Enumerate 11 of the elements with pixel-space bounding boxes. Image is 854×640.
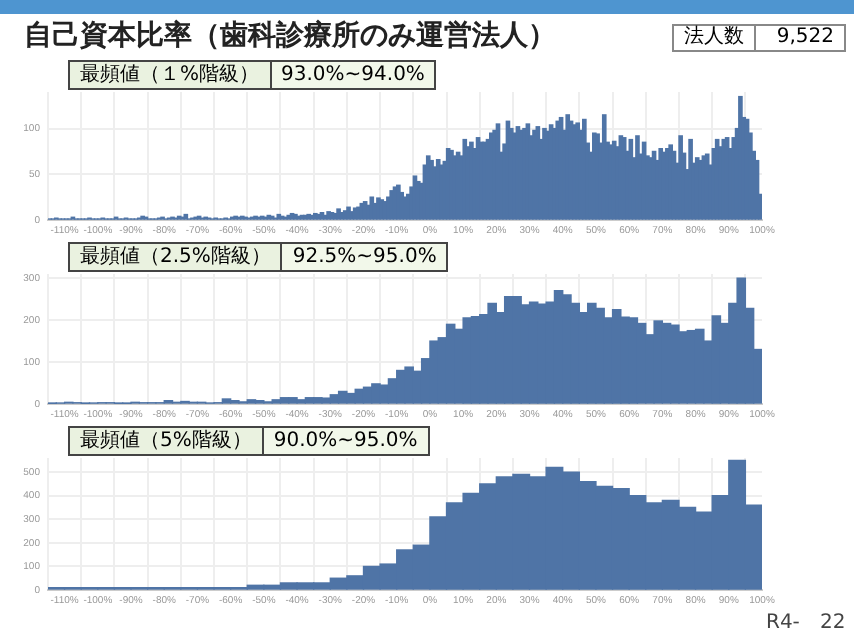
text: R4-: [766, 612, 800, 634]
text: 90.0%~95.0%: [261, 428, 428, 454]
text: 9,522: [754, 26, 844, 50]
text: 92.5%~95.0%: [280, 244, 447, 270]
text: 最頻値（2.5%階級）: [78, 244, 273, 270]
text: 最頻値（5%階級）: [78, 428, 254, 454]
text: 最頻値（１%階級）: [78, 62, 262, 88]
text: 93.0%~94.0%: [269, 62, 435, 88]
chart-title: 自己資本比率（歯科診療所のみ運営法人）: [24, 18, 556, 54]
text: 22: [820, 612, 846, 634]
text: 法人数: [682, 26, 746, 50]
